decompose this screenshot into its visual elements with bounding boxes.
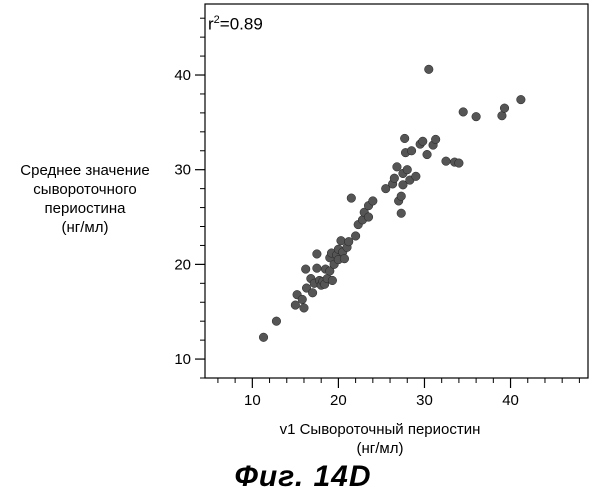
r-squared-annotation: r2=0.89: [208, 14, 263, 35]
data-point: [337, 236, 346, 245]
data-point: [344, 237, 353, 246]
x-tick-label: 20: [330, 392, 347, 409]
data-point: [442, 157, 451, 166]
data-point: [423, 150, 432, 159]
data-point: [301, 265, 310, 274]
y-axis-label-line: сывороточного: [0, 180, 170, 199]
data-point: [328, 276, 337, 285]
data-point: [313, 250, 322, 259]
data-point: [498, 111, 507, 120]
data-point: [347, 194, 356, 203]
figure-caption: Фиг. 14D: [218, 460, 388, 494]
x-axis: 10 20 30 40: [218, 378, 579, 409]
plot-frame: [205, 4, 588, 378]
data-point: [418, 137, 427, 146]
data-point: [298, 295, 307, 304]
x-axis-label: v1 Сывороточный периостин (нг/мл): [230, 420, 530, 458]
data-point: [369, 197, 378, 206]
data-point: [300, 304, 309, 313]
y-tick-label: 30: [174, 162, 191, 179]
data-point: [313, 264, 322, 273]
y-axis: 10 20 30 40: [174, 18, 205, 378]
data-point: [431, 135, 440, 144]
y-axis-label-line: (нг/мл): [0, 218, 170, 237]
data-point: [272, 317, 281, 326]
x-axis-label-line: (нг/мл): [230, 439, 530, 458]
y-tick-label: 40: [174, 67, 191, 84]
data-point: [424, 65, 433, 74]
data-point: [393, 163, 402, 172]
data-point: [397, 209, 406, 218]
data-point: [459, 108, 468, 117]
data-point: [291, 301, 300, 310]
data-point: [472, 112, 481, 121]
y-axis-label: Среднее значение сывороточного периостин…: [0, 161, 170, 237]
y-axis-label-line: Среднее значение: [0, 161, 170, 180]
data-point: [400, 134, 409, 143]
data-point: [500, 104, 509, 113]
data-point: [259, 333, 268, 342]
y-tick-label: 20: [174, 256, 191, 273]
data-points: [259, 65, 525, 342]
x-tick-label: 10: [244, 392, 261, 409]
data-point: [351, 232, 360, 241]
data-point: [308, 288, 317, 297]
data-point: [412, 172, 421, 181]
data-point: [390, 174, 399, 183]
x-tick-label: 30: [416, 392, 433, 409]
data-point: [403, 165, 412, 174]
y-tick-label: 10: [174, 351, 191, 368]
x-tick-label: 40: [502, 392, 519, 409]
data-point: [364, 213, 373, 222]
data-point: [407, 146, 416, 155]
x-axis-label-line: v1 Сывороточный периостин: [230, 420, 530, 439]
data-point: [340, 254, 349, 263]
data-point: [397, 192, 406, 201]
y-axis-label-line: периостина: [0, 199, 170, 218]
data-point: [455, 159, 464, 168]
data-point: [517, 95, 526, 104]
